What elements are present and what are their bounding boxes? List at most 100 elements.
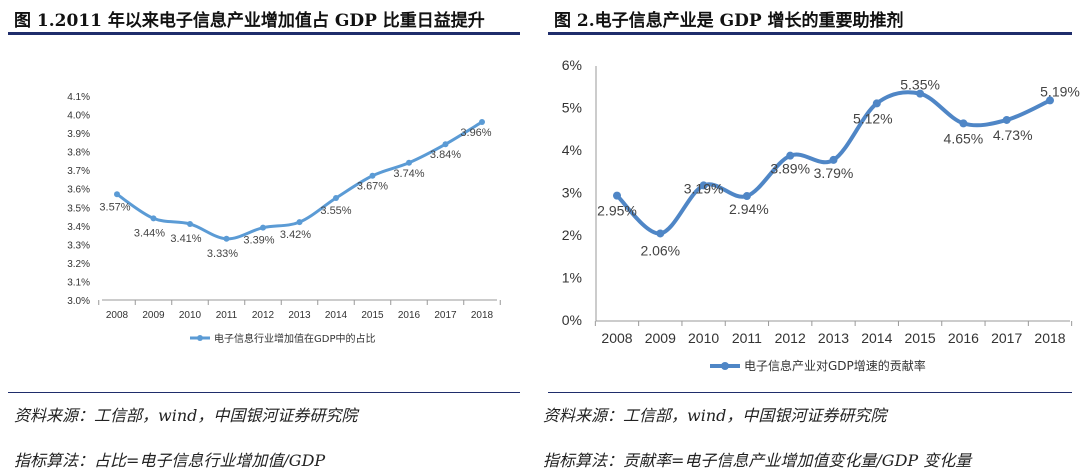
right-x-tick-label: 2016 <box>948 330 979 346</box>
left-x-tick-label: 2011 <box>216 310 238 321</box>
left-data-label: 3.55% <box>320 205 351 217</box>
right-y-tick-label: 1% <box>562 270 582 286</box>
right-data-label: 5.35% <box>900 77 940 93</box>
left-data-label: 3.44% <box>134 227 165 239</box>
left-y-tick-label: 4.0% <box>67 111 90 122</box>
charts-svg: 3.0% 3.1% 3.2% 3.3% 3.4% 3.5% 3.6% 3.7% 3.8% 3.9%… <box>67 57 1080 373</box>
right-data-point <box>786 151 795 160</box>
left-y-tick-label: 3.4% <box>67 222 90 233</box>
right-data-point <box>742 192 751 201</box>
left-y-tick-label: 3.3% <box>67 240 90 251</box>
right-data-point <box>1046 96 1054 105</box>
left-x-tick-label: 2014 <box>325 310 348 321</box>
left-data-point <box>260 224 266 231</box>
left-x-tick-label: 2013 <box>288 310 311 321</box>
left-legend-marker <box>197 335 203 341</box>
right-bottom-rule <box>548 392 1072 393</box>
right-data-label: 2.95% <box>597 203 637 219</box>
left-y-tick-label: 3.6% <box>67 185 90 196</box>
left-title-rule <box>8 32 520 35</box>
right-y-tick-label: 6% <box>562 57 582 73</box>
left-y-tick-label: 3.8% <box>67 148 90 159</box>
right-data-point <box>829 155 838 164</box>
left-x-tick-label: 2009 <box>142 310 165 321</box>
right-source: 资料来源：工信部，wind，中国银河证券研究院 <box>543 406 887 425</box>
right-x-tick-label: 2018 <box>1034 330 1065 346</box>
right-x-tick-label: 2015 <box>905 330 936 346</box>
right-data-point <box>656 229 665 238</box>
left-data-point <box>150 215 157 222</box>
left-data-point <box>296 219 303 226</box>
left-data-point <box>369 172 376 179</box>
right-data-point <box>872 99 881 108</box>
right-legend-marker <box>721 362 729 370</box>
right-y-tick-label: 4% <box>562 142 582 158</box>
left-data-label: 3.41% <box>170 233 201 245</box>
right-x-tick-label: 2013 <box>818 330 849 346</box>
left-data-label: 3.33% <box>207 248 238 260</box>
left-data-point <box>187 220 193 227</box>
left-y-tick-label: 3.1% <box>67 277 90 288</box>
right-data-label: 3.79% <box>814 165 854 181</box>
left-data-point <box>333 195 339 201</box>
right-y-tick-label: 5% <box>562 100 582 116</box>
left-source: 资料来源：工信部，wind，中国银河证券研究院 <box>14 406 358 425</box>
right-data-label: 3.19% <box>684 180 724 196</box>
left-x-tick-label: 2015 <box>361 310 384 321</box>
right-data-label: 5.19% <box>1040 83 1080 99</box>
left-x-tick-label: 2016 <box>398 310 421 321</box>
right-x-tick-label: 2014 <box>861 330 892 346</box>
left-x-tick-label: 2008 <box>106 310 129 321</box>
left-x-tick-label: 2018 <box>471 310 494 321</box>
right-x-tick-label: 2011 <box>732 330 762 346</box>
left-formula: 指标算法：占比=电子信息行业增加值/GDP <box>14 451 326 470</box>
right-data-label: 2.06% <box>640 242 680 258</box>
left-y-tick-label: 3.2% <box>67 259 90 270</box>
right-y-tick-label: 0% <box>562 312 582 328</box>
left-bottom-rule <box>8 392 520 393</box>
left-data-label: 3.96% <box>460 127 491 139</box>
left-y-tick-label: 4.1% <box>67 92 90 103</box>
right-x-tick-label: 2012 <box>775 330 806 346</box>
left-data-label: 3.42% <box>280 229 311 241</box>
left-y-tick-label: 3.7% <box>67 166 90 177</box>
left-data-label: 3.67% <box>357 181 388 193</box>
right-x-tick-label: 2010 <box>688 330 719 346</box>
left-legend-label: 电子信息行业增加值在GDP中的占比 <box>214 332 375 345</box>
right-legend-label: 电子信息产业对GDP增速的贡献率 <box>744 358 926 373</box>
right-data-label: 4.73% <box>993 127 1033 143</box>
right-data-point <box>959 119 968 128</box>
left-x-tick-label: 2017 <box>434 310 457 321</box>
right-x-tick-label: 2017 <box>991 330 1022 346</box>
left-data-point <box>442 141 449 148</box>
right-formula: 指标算法：贡献率=电子信息产业增加值变化量/GDP 变化量 <box>543 451 972 470</box>
right-x-tick-label: 2009 <box>645 330 676 346</box>
right-y-tick-label: 3% <box>562 185 582 201</box>
left-x-tick-label: 2012 <box>252 310 275 321</box>
left-chart-title: 图 1.2011 年以来电子信息产业增加值占 GDP 比重日益提升 <box>14 11 485 31</box>
right-data-label: 5.12% <box>853 110 893 126</box>
right-x-tick-label: 2008 <box>601 330 632 346</box>
left-data-point <box>223 235 230 242</box>
right-data-point <box>699 181 708 190</box>
left-y-tick-label: 3.9% <box>67 129 90 140</box>
left-data-label: 3.39% <box>243 235 274 247</box>
left-y-tick-label: 3.5% <box>67 203 90 214</box>
right-data-label: 2.94% <box>729 201 769 217</box>
right-data-label: 3.89% <box>770 161 810 177</box>
right-title-rule <box>548 32 1072 35</box>
left-data-point <box>406 159 412 166</box>
left-data-label: 3.84% <box>430 149 461 161</box>
right-data-point <box>916 89 925 98</box>
right-data-point <box>613 191 621 200</box>
left-x-tick-label: 2010 <box>179 310 202 321</box>
right-data-label: 4.65% <box>944 130 984 146</box>
left-y-tick-label: 3.0% <box>67 296 90 307</box>
right-chart-title: 图 2.电子信息产业是 GDP 增长的重要助推剂 <box>554 11 904 31</box>
left-data-point <box>114 191 120 198</box>
right-data-point <box>1002 115 1011 124</box>
right-y-tick-label: 2% <box>562 227 582 243</box>
left-data-point <box>479 118 485 125</box>
left-data-label: 3.74% <box>393 168 424 180</box>
left-data-label: 3.57% <box>99 201 130 213</box>
